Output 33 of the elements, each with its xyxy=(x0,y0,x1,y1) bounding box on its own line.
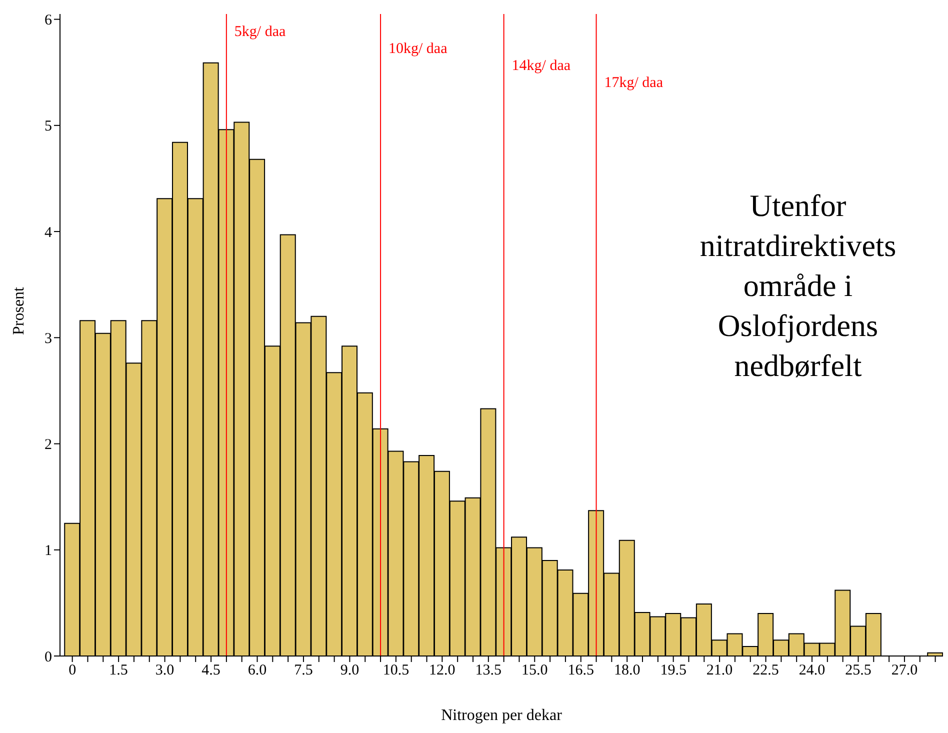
x-tick-label: 24.0 xyxy=(798,662,826,679)
x-tick-label: 3.0 xyxy=(155,662,174,679)
x-tick-label: 9.0 xyxy=(340,662,360,679)
y-tick-label: 1 xyxy=(44,543,52,560)
x-tick-label: 15.0 xyxy=(522,662,548,679)
x-tick-label: 25.5 xyxy=(845,662,872,679)
x-tick-label: 22.5 xyxy=(752,662,779,679)
ref-line-label: 17kg/ daa xyxy=(604,75,664,91)
y-tick-label: 4 xyxy=(44,224,52,241)
x-tick-label: 13.5 xyxy=(475,662,502,679)
x-tick-label: 6.0 xyxy=(248,662,267,679)
x-tick-label: 7.5 xyxy=(294,662,313,679)
y-axis-title: Prosent xyxy=(10,286,28,335)
x-tick-label: 16.5 xyxy=(568,662,594,679)
ref-line-label: 14kg/ daa xyxy=(512,58,571,74)
x-tick-label: 19.5 xyxy=(660,662,686,679)
x-tick-label: 18.0 xyxy=(614,662,640,679)
ref-line-label: 5kg/ daa xyxy=(234,24,286,40)
x-tick-label: 10.5 xyxy=(382,662,410,679)
y-tick-label: 3 xyxy=(44,330,52,347)
y-tick-label: 5 xyxy=(44,118,52,135)
x-tick-label: 21.0 xyxy=(706,662,733,679)
x-tick-label: 0 xyxy=(68,662,76,679)
x-axis-title: Nitrogen per dekar xyxy=(441,707,563,724)
annotation: Utenfor nitratdirektivets område i Oslofjordens nedbørfelt xyxy=(698,187,898,385)
x-tick-label: 4.5 xyxy=(202,662,220,679)
ref-line-label: 10kg/ daa xyxy=(388,41,448,57)
x-tick-label: 12.0 xyxy=(429,662,456,679)
x-tick-label: 27.0 xyxy=(891,662,918,679)
x-tick-label: 1.5 xyxy=(109,662,128,679)
y-tick-label: 2 xyxy=(44,437,52,454)
y-tick-label: 0 xyxy=(44,649,52,666)
y-tick-label: 6 xyxy=(44,12,52,29)
